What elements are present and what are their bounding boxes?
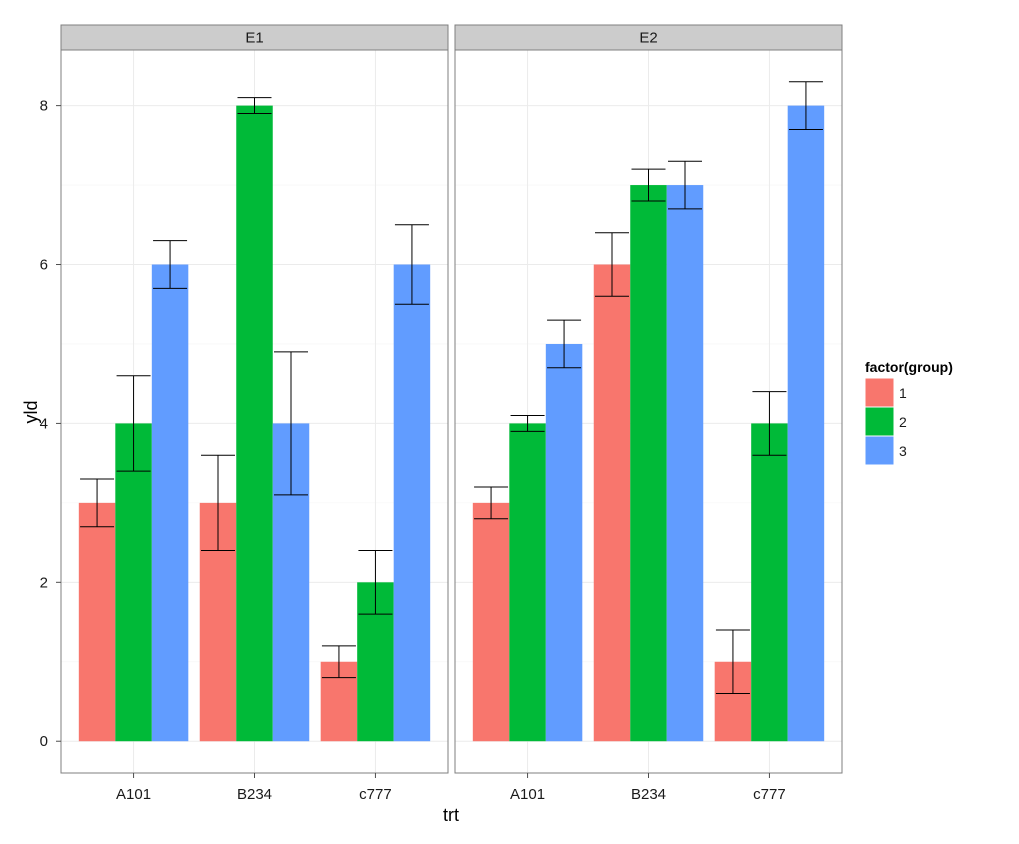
error-bar [474, 486, 509, 520]
bar-e2-b234-group-1 [593, 264, 631, 742]
legend-key [864, 406, 895, 437]
legend: factor(group) 1 2 3 [864, 359, 953, 466]
legend-item-group-3: 3 [864, 435, 907, 466]
bar-e1-a101-group-2 [115, 423, 152, 742]
x-tick-label: B234 [237, 786, 272, 803]
x-tick-label: B234 [631, 786, 666, 803]
y-tick-label: 4 [40, 415, 48, 432]
error-bar [510, 414, 545, 432]
bar-e2-a101-group-3 [545, 343, 583, 742]
x-tick-label: A101 [116, 786, 151, 803]
facet-strip [454, 24, 843, 51]
legend-item-group-1: 1 [864, 377, 907, 408]
bar-e2-c777-group-2 [751, 423, 788, 742]
error-bar [80, 478, 115, 528]
bar-e2-b234-group-3 [666, 185, 704, 742]
x-tick-label: c777 [753, 786, 786, 803]
y-tick-label: 0 [40, 733, 48, 750]
x-tick-label: c777 [359, 786, 392, 803]
error-bar [595, 232, 629, 297]
bar-e1-c777-group-3 [393, 264, 431, 742]
bar-e2-b234-group-2 [630, 185, 667, 742]
bar-e2-c777-group-3 [787, 105, 825, 742]
facet-strip-label: E2 [639, 30, 657, 47]
error-bar [668, 160, 702, 210]
legend-title: factor(group) [865, 359, 953, 375]
error-bar [321, 645, 356, 679]
error-bar [201, 454, 235, 552]
error-bar [394, 224, 429, 305]
legend-item-group-2: 2 [864, 406, 907, 437]
error-bar [358, 550, 393, 615]
error-bar [274, 351, 308, 496]
legend-label: 2 [899, 414, 907, 430]
bar-e1-b234-group-2 [236, 105, 273, 742]
facet-panels: E1 A101 B234 c777 E2 A101 B234 c777 [60, 24, 843, 803]
facet-strip [60, 24, 449, 51]
y-axis: 0 2 4 6 8 [40, 98, 61, 750]
legend-label: 3 [899, 443, 907, 459]
error-bar [631, 168, 666, 202]
legend-key [864, 377, 895, 408]
error-bar [116, 375, 151, 472]
facet-strip-label: E1 [245, 30, 263, 47]
y-axis-title: yld [21, 400, 41, 423]
facet-panel-e1: E1 A101 B234 c777 [60, 24, 449, 803]
error-bar [752, 391, 787, 456]
y-tick-label: 6 [40, 257, 48, 274]
x-axis-title: trt [443, 805, 459, 825]
x-tick-label: A101 [510, 786, 545, 803]
error-bar [788, 81, 823, 130]
y-tick-label: 8 [40, 98, 48, 115]
error-bar [153, 240, 188, 289]
bar-e2-a101-group-2 [509, 423, 546, 742]
facet-panel-e2: E2 A101 B234 c777 [454, 24, 843, 803]
bar-e1-a101-group-1 [78, 502, 116, 742]
error-bar [715, 629, 750, 695]
legend-key [864, 435, 895, 466]
bar-e2-a101-group-1 [472, 502, 510, 742]
legend-label: 1 [899, 385, 907, 401]
error-bar [547, 319, 582, 369]
bar-e1-a101-group-3 [151, 264, 189, 742]
y-tick-label: 2 [40, 574, 48, 591]
error-bar [237, 97, 272, 115]
